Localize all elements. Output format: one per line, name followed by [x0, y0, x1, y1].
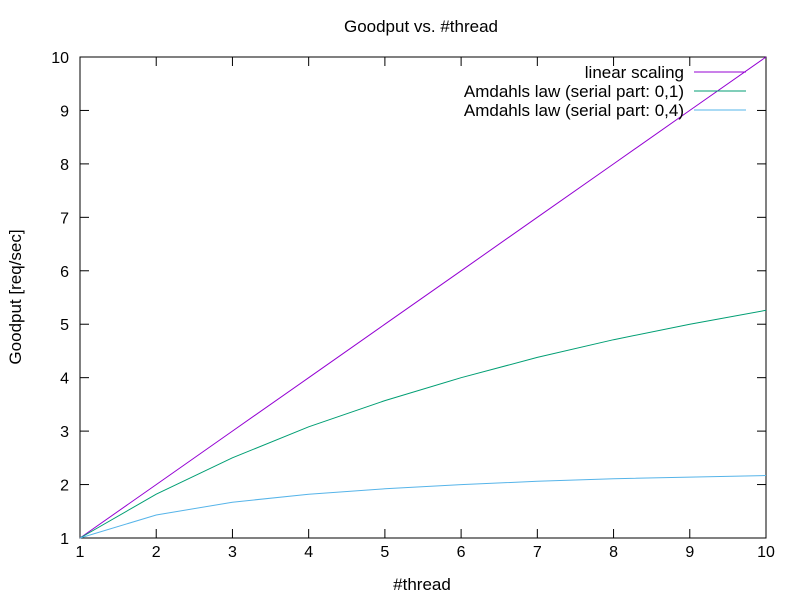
- y-tick-label-8: 9: [60, 103, 69, 120]
- legend-label-2: Amdahls law (serial part: 0,4): [464, 101, 684, 120]
- x-tick-label-1: 2: [152, 544, 161, 561]
- series-line-1: [79, 309, 767, 539]
- x-axis-label: #thread: [393, 575, 451, 594]
- y-tick-label-0: 1: [60, 531, 69, 548]
- x-tick-label-9: 10: [757, 544, 775, 561]
- plot-frame: [79, 56, 767, 539]
- series-line-0: [79, 56, 767, 539]
- axis-ticks: 1 2 3 4 5 6 7 8 9 10 1 2 3 4 5 6 7 8 9 10: [51, 50, 775, 561]
- y-tick-label-2: 3: [60, 424, 69, 441]
- series-line-2: [79, 475, 767, 539]
- y-tick-label-4: 5: [60, 317, 69, 334]
- y-tick-label-9: 10: [51, 50, 69, 67]
- x-tick-label-2: 3: [228, 544, 237, 561]
- x-tick-label-8: 9: [685, 544, 694, 561]
- x-tick-label-4: 5: [380, 544, 389, 561]
- legend-label-1: Amdahls law (serial part: 0,1): [464, 82, 684, 101]
- y-tick-label-1: 2: [60, 478, 69, 495]
- series-layer: [79, 56, 767, 539]
- x-tick-label-5: 6: [457, 544, 466, 561]
- x-tick-label-0: 1: [76, 544, 85, 561]
- y-tick-label-3: 4: [60, 371, 69, 388]
- x-tick-label-6: 7: [533, 544, 542, 561]
- x-tick-label-3: 4: [304, 544, 313, 561]
- legend-label-0: linear scaling: [585, 63, 684, 82]
- chart-title: Goodput vs. #thread: [344, 17, 498, 36]
- y-tick-label-6: 7: [60, 210, 69, 227]
- y-tick-label-7: 8: [60, 157, 69, 174]
- y-tick-label-5: 6: [60, 264, 69, 281]
- y-axis-label: Goodput [req/sec]: [6, 229, 25, 364]
- x-tick-label-7: 8: [609, 544, 618, 561]
